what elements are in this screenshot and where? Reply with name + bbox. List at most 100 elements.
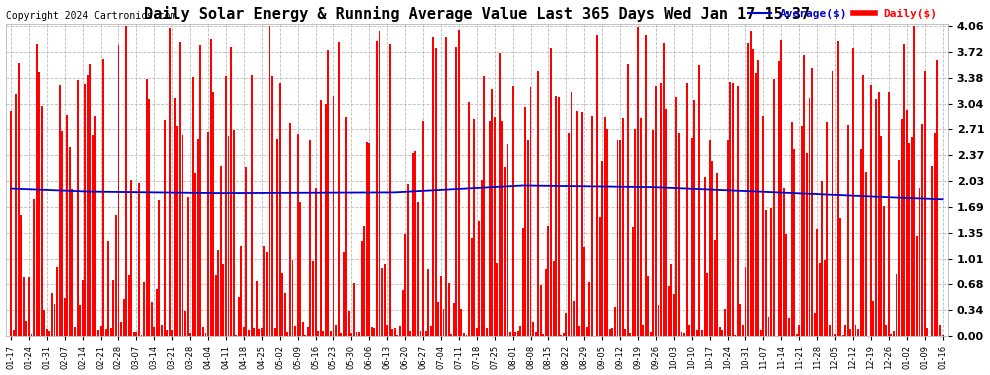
Bar <box>100 326 102 336</box>
Bar <box>353 284 354 336</box>
Bar <box>668 286 669 336</box>
Bar <box>89 64 91 336</box>
Bar <box>649 332 651 336</box>
Title: Daily Solar Energy & Running Average Value Last 365 Days Wed Jan 17 15:37: Daily Solar Energy & Running Average Val… <box>144 6 810 21</box>
Bar <box>637 27 639 336</box>
Bar <box>550 48 552 336</box>
Bar <box>115 215 117 336</box>
Bar <box>829 326 831 336</box>
Bar <box>509 332 511 336</box>
Bar <box>463 333 465 336</box>
Bar <box>271 76 273 336</box>
Bar <box>71 189 73 336</box>
Bar <box>655 86 657 336</box>
Bar <box>420 331 422 336</box>
Bar <box>704 177 706 336</box>
Bar <box>255 281 257 336</box>
Bar <box>903 44 905 336</box>
Bar <box>732 83 734 336</box>
Bar <box>932 166 934 336</box>
Bar <box>346 117 347 336</box>
Bar <box>780 40 782 336</box>
Bar <box>74 327 76 336</box>
Bar <box>747 42 749 336</box>
Bar <box>578 326 580 336</box>
Bar <box>540 285 542 336</box>
Bar <box>39 72 41 336</box>
Bar <box>563 333 564 336</box>
Bar <box>458 30 459 336</box>
Bar <box>315 188 317 336</box>
Bar <box>757 60 759 336</box>
Bar <box>844 325 846 336</box>
Bar <box>478 221 480 336</box>
Bar <box>10 111 12 336</box>
Bar <box>701 330 703 336</box>
Bar <box>514 332 516 336</box>
Bar <box>527 140 529 336</box>
Bar <box>765 210 767 336</box>
Bar <box>460 309 462 336</box>
Bar <box>530 87 532 336</box>
Bar <box>752 49 754 336</box>
Bar <box>596 34 598 336</box>
Bar <box>266 252 268 336</box>
Bar <box>683 333 685 336</box>
Bar <box>168 28 170 336</box>
Bar <box>785 234 787 336</box>
Bar <box>770 209 772 336</box>
Bar <box>570 92 572 336</box>
Bar <box>220 166 222 336</box>
Bar <box>381 268 383 336</box>
Bar <box>28 277 30 336</box>
Bar <box>762 116 764 336</box>
Bar <box>793 149 795 336</box>
Bar <box>144 282 146 336</box>
Bar <box>827 122 829 336</box>
Bar <box>138 183 140 336</box>
Bar <box>452 303 454 336</box>
Bar <box>402 290 404 336</box>
Bar <box>875 99 877 336</box>
Bar <box>714 240 716 336</box>
Bar <box>404 234 406 336</box>
Bar <box>473 119 475 336</box>
Bar <box>422 121 424 336</box>
Bar <box>194 173 196 336</box>
Bar <box>586 327 588 336</box>
Bar <box>840 218 842 336</box>
Bar <box>276 139 278 336</box>
Bar <box>644 35 646 336</box>
Bar <box>87 75 89 336</box>
Bar <box>927 328 929 336</box>
Bar <box>890 334 892 336</box>
Bar <box>248 330 249 336</box>
Bar <box>153 327 155 336</box>
Bar <box>23 277 25 336</box>
Bar <box>885 326 887 336</box>
Bar <box>908 143 910 336</box>
Bar <box>678 133 680 336</box>
Bar <box>859 149 861 336</box>
Bar <box>376 41 378 336</box>
Bar <box>174 98 176 336</box>
Bar <box>735 334 737 336</box>
Bar <box>358 332 360 336</box>
Bar <box>323 331 324 336</box>
Bar <box>61 131 63 336</box>
Bar <box>711 161 713 336</box>
Bar <box>481 180 483 336</box>
Bar <box>822 181 824 336</box>
Bar <box>53 304 55 336</box>
Bar <box>33 199 35 336</box>
Bar <box>415 151 417 336</box>
Bar <box>286 333 288 336</box>
Bar <box>934 133 936 336</box>
Bar <box>635 129 637 336</box>
Bar <box>97 330 99 336</box>
Bar <box>189 333 191 336</box>
Bar <box>862 75 864 336</box>
Bar <box>223 264 225 336</box>
Bar <box>622 117 624 336</box>
Bar <box>82 280 83 336</box>
